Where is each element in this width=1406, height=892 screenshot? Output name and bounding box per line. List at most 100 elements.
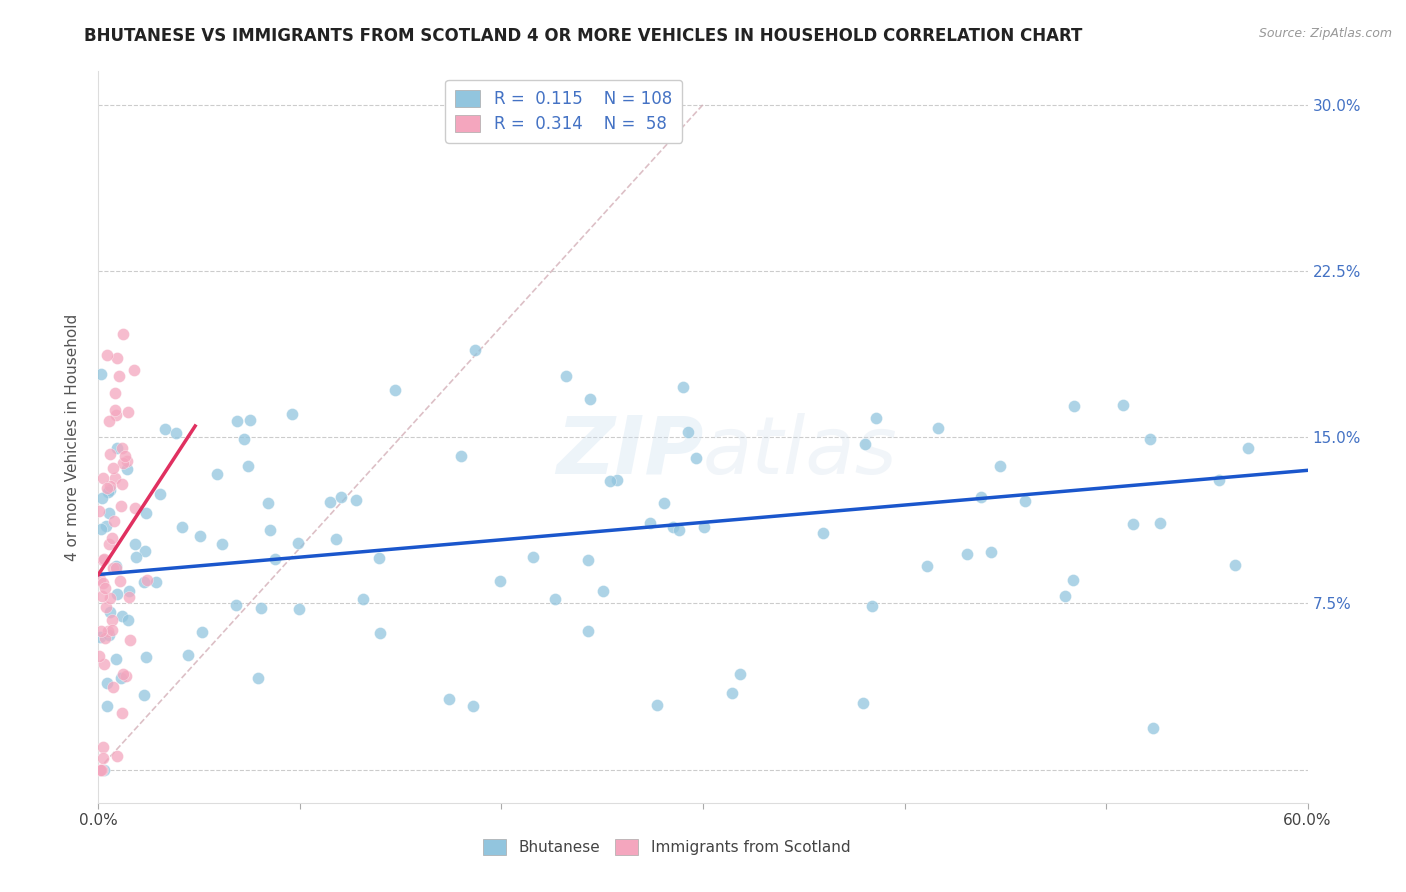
- Point: [205, 467, 228, 481]
- Point: [956, 547, 979, 561]
- Point: [118, 632, 141, 647]
- Point: [970, 490, 993, 504]
- Point: [652, 496, 675, 510]
- Point: [860, 599, 883, 614]
- Point: [93, 751, 115, 765]
- Point: [93, 763, 115, 777]
- Point: [134, 688, 156, 702]
- Point: [692, 520, 714, 534]
- Point: [118, 590, 141, 604]
- Point: [464, 343, 486, 357]
- Point: [105, 749, 128, 764]
- Point: [94, 581, 117, 595]
- Point: [97, 628, 120, 642]
- Point: [855, 437, 877, 451]
- Point: [98, 591, 121, 605]
- Point: [1062, 573, 1084, 587]
- Text: Source: ZipAtlas.com: Source: ZipAtlas.com: [1258, 27, 1392, 40]
- Point: [325, 532, 347, 546]
- Point: [98, 414, 121, 428]
- Point: [225, 414, 247, 428]
- Point: [668, 524, 690, 538]
- Point: [104, 559, 127, 574]
- Point: [852, 696, 875, 710]
- Point: [191, 624, 214, 639]
- Point: [104, 403, 127, 417]
- Point: [105, 351, 128, 366]
- Point: [114, 449, 136, 463]
- Point: [100, 614, 122, 628]
- Point: [288, 602, 311, 616]
- Point: [108, 574, 131, 588]
- Point: [112, 327, 135, 342]
- Point: [101, 681, 124, 695]
- Point: [97, 506, 120, 520]
- Point: [104, 408, 127, 422]
- Y-axis label: 4 or more Vehicles in Household: 4 or more Vehicles in Household: [65, 313, 80, 561]
- Point: [1237, 441, 1260, 455]
- Point: [94, 599, 117, 614]
- Point: [661, 519, 683, 533]
- Point: [917, 559, 939, 574]
- Point: [576, 552, 599, 566]
- Point: [91, 471, 114, 485]
- Point: [153, 422, 176, 436]
- Point: [89, 630, 111, 644]
- Point: [103, 514, 125, 528]
- Point: [90, 763, 112, 777]
- Point: [98, 447, 121, 461]
- Point: [522, 549, 544, 564]
- Text: atlas: atlas: [703, 413, 898, 491]
- Point: [318, 494, 340, 508]
- Point: [1208, 473, 1230, 487]
- Point: [90, 491, 112, 506]
- Point: [117, 405, 139, 419]
- Point: [101, 624, 124, 638]
- Point: [111, 456, 134, 470]
- Point: [96, 481, 118, 495]
- Point: [125, 549, 148, 564]
- Point: [177, 648, 200, 662]
- Point: [111, 706, 134, 721]
- Point: [105, 441, 128, 455]
- Point: [124, 500, 146, 515]
- Point: [149, 486, 172, 500]
- Point: [145, 575, 167, 590]
- Point: [101, 561, 124, 575]
- Point: [368, 626, 391, 640]
- Point: [100, 531, 122, 545]
- Point: [721, 686, 744, 700]
- Point: [110, 499, 132, 513]
- Point: [96, 676, 118, 690]
- Point: [592, 583, 614, 598]
- Point: [647, 698, 669, 713]
- Point: [115, 462, 138, 476]
- Point: [281, 407, 304, 421]
- Point: [368, 550, 391, 565]
- Point: [1139, 432, 1161, 446]
- Point: [728, 667, 751, 681]
- Point: [96, 699, 118, 714]
- Point: [461, 699, 484, 714]
- Point: [188, 529, 211, 543]
- Point: [249, 601, 271, 615]
- Point: [246, 672, 269, 686]
- Point: [544, 591, 567, 606]
- Text: ZIP: ZIP: [555, 413, 703, 491]
- Point: [1053, 589, 1076, 603]
- Point: [89, 572, 111, 586]
- Point: [1063, 399, 1085, 413]
- Point: [329, 490, 352, 504]
- Point: [111, 477, 134, 491]
- Point: [352, 592, 374, 607]
- Point: [672, 380, 695, 394]
- Point: [1014, 494, 1036, 508]
- Point: [264, 552, 287, 566]
- Point: [104, 652, 127, 666]
- Point: [98, 536, 121, 550]
- Point: [1111, 398, 1133, 412]
- Legend: Bhutanese, Immigrants from Scotland: Bhutanese, Immigrants from Scotland: [477, 833, 856, 861]
- Point: [1223, 558, 1246, 573]
- Point: [105, 561, 128, 575]
- Point: [578, 392, 600, 406]
